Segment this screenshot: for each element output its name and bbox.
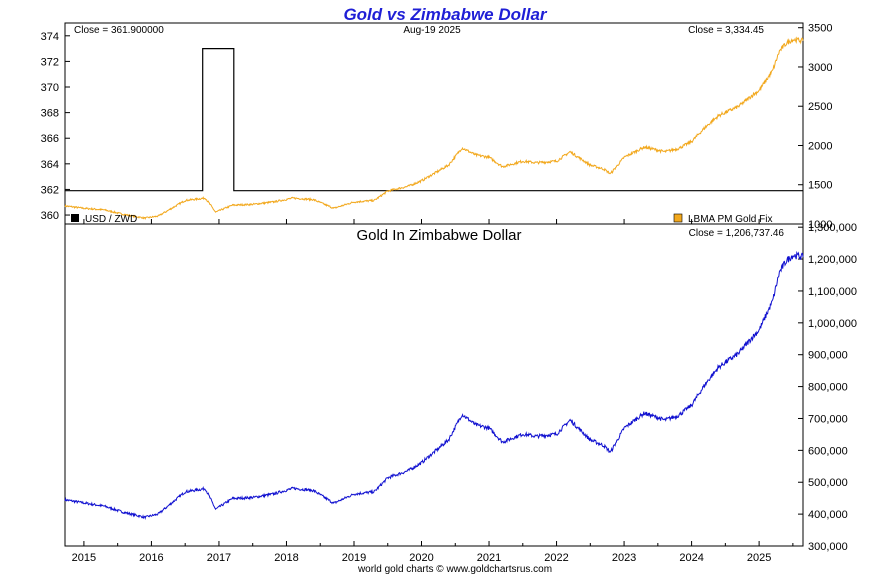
y-right-tick-label: 400,000 (808, 509, 848, 521)
x-tick-label: 2022 (544, 552, 568, 564)
y-left-tick-label: 360 (41, 210, 59, 222)
y-right-tick-label: 1000 (808, 219, 832, 231)
series-usd-zwd-line (65, 48, 803, 192)
bottom-series (64, 250, 804, 521)
y-right-tick-label: 600,000 (808, 445, 848, 457)
x-tick-label: 2015 (72, 552, 96, 564)
y-right-tick-label: 2500 (808, 101, 832, 113)
x-tick-label: 2021 (477, 552, 501, 564)
x-tick-label: 2020 (409, 552, 433, 564)
top-right-axis: 1000 1500 2000 2500 3000 3500 (798, 23, 832, 231)
top-left-axis: 360 362 364 366 368 370 372 374 (41, 31, 70, 222)
series-gold-zwd-line (64, 250, 804, 521)
gold-usd-close-label: Close = 3,334.45 (688, 25, 764, 36)
series-gold-usd-line (64, 36, 804, 220)
y-right-tick-label: 2000 (808, 140, 832, 152)
bottom-panel-title: Gold In Zimbabwe Dollar (356, 227, 521, 244)
y-right-tick-label: 900,000 (808, 350, 848, 362)
legend-label-gold-fix: LBMA PM Gold Fix (688, 214, 772, 225)
date-label: Aug-19 2025 (403, 25, 461, 36)
legend-swatch-usd-zwd (71, 214, 79, 222)
x-tick-label: 2019 (342, 552, 366, 564)
y-right-tick-label: 500,000 (808, 477, 848, 489)
y-left-tick-label: 372 (41, 56, 59, 68)
y-right-tick-label: 3000 (808, 62, 832, 74)
bottom-panel: 300,000 400,000 500,000 600,000 700,000 800,0… (64, 222, 857, 553)
x-tick-label: 2018 (274, 552, 298, 564)
y-left-tick-label: 364 (41, 159, 59, 171)
top-panel: 360 362 364 366 368 370 372 374 1000 1500 2000 250… (41, 22, 832, 231)
bottom-plot-frame (64, 223, 804, 547)
y-right-tick-label: 1,000,000 (808, 318, 857, 330)
chart-title: Gold vs Zimbabwe Dollar (343, 5, 547, 24)
y-right-tick-label: 700,000 (808, 413, 848, 425)
y-left-tick-label: 368 (41, 108, 59, 120)
y-right-tick-label: 3500 (808, 23, 832, 35)
y-left-tick-label: 370 (41, 82, 59, 94)
top-series (64, 36, 804, 220)
y-left-tick-label: 366 (41, 133, 59, 145)
y-left-tick-label: 362 (41, 184, 59, 196)
y-right-tick-label: 1,300,000 (808, 222, 857, 234)
x-tick-label: 2024 (679, 552, 703, 564)
x-tick-label: 2017 (207, 552, 231, 564)
y-left-tick-label: 374 (41, 31, 59, 43)
footer-credit: world gold charts © www.goldchartsrus.co… (357, 564, 552, 575)
y-right-tick-label: 1500 (808, 180, 832, 192)
y-right-tick-label: 800,000 (808, 382, 848, 394)
legend-label-usd-zwd: USD / ZWD (85, 214, 137, 225)
x-tick-label: 2023 (612, 552, 636, 564)
top-plot-frame (64, 22, 804, 225)
x-tick-label: 2025 (747, 552, 771, 564)
x-axis: 2015 2016 2017 2018 2019 2020 2021 2022 2023 2024… (72, 219, 794, 564)
usd-zwd-close-label: Close = 361.900000 (74, 25, 164, 36)
gold-zwd-close-label: Close = 1,206,737.46 (689, 228, 785, 239)
y-right-tick-label: 300,000 (808, 541, 848, 553)
x-tick-label: 2016 (139, 552, 163, 564)
y-right-tick-label: 1,100,000 (808, 286, 857, 298)
bottom-right-axis: 300,000 400,000 500,000 600,000 700,000 800,0… (798, 222, 857, 553)
y-right-tick-label: 1,200,000 (808, 254, 857, 266)
legend-swatch-gold-fix (673, 213, 683, 223)
